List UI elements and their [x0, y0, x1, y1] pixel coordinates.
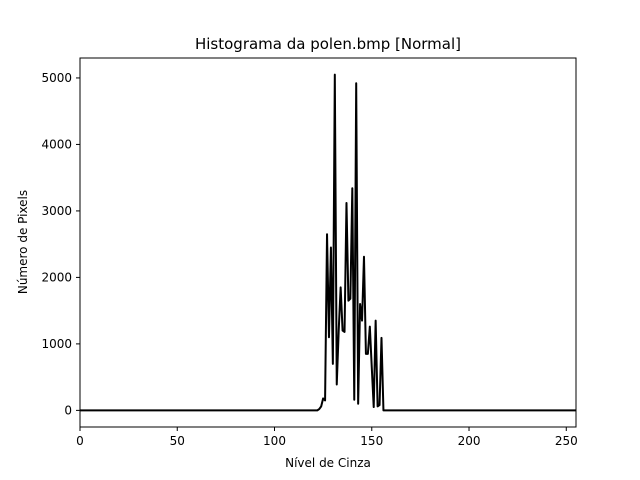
y-tick-label: 2000: [41, 270, 72, 284]
y-axis: 0 1000 2000 3000 4000 5000: [41, 71, 80, 417]
x-tick-label: 250: [555, 434, 578, 448]
y-tick-label: 4000: [41, 137, 72, 151]
y-tick-label: 0: [64, 403, 72, 417]
y-axis-label: Número de Pixels: [16, 190, 30, 294]
x-tick-label: 150: [360, 434, 383, 448]
y-tick-label: 3000: [41, 204, 72, 218]
plot-frame: [79, 57, 577, 428]
histogram-series-line: [80, 73, 576, 412]
x-tick-label: 200: [458, 434, 481, 448]
y-tick-label: 1000: [41, 337, 72, 351]
x-tick-label: 50: [170, 434, 185, 448]
x-axis-label: Nível de Cinza: [285, 456, 371, 470]
x-tick-label: 0: [76, 434, 84, 448]
y-tick-label: 5000: [41, 71, 72, 85]
plot-area: [80, 73, 576, 412]
x-axis: 0 50 100 150 200 250: [76, 427, 578, 448]
x-tick-label: 100: [263, 434, 286, 448]
chart-title: Histograma da polen.bmp [Normal]: [195, 35, 461, 53]
